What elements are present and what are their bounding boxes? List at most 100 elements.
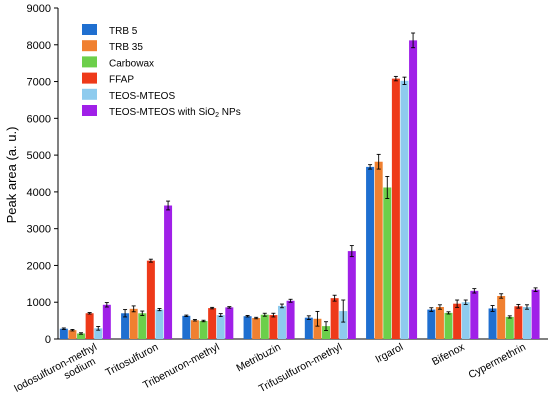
error-bar [324,321,329,331]
error-bar [166,200,171,211]
x-tick-label: Metribuzin [234,341,283,374]
legend-label: TEOS-MTEOS with SiO2 NPs [109,107,241,119]
error-bar [411,32,416,49]
y-tick-label: 2000 [27,260,51,272]
error-bar [227,306,232,309]
bar [400,80,409,339]
error-bar [463,299,468,305]
error-bar [472,288,477,294]
error-bar [140,310,145,316]
bars [59,40,540,340]
error-bar [184,314,189,318]
error-bar [192,319,197,322]
legend-label: Carbowax [109,58,154,69]
error-bar [516,303,521,309]
y-tick-label: 5000 [27,150,51,162]
y-tick-label: 9000 [27,3,51,15]
legend-swatch [82,40,97,52]
error-bar [79,332,84,335]
bar [85,313,94,339]
bar [427,309,436,339]
bar [330,298,339,339]
legend: TRB 5 TRB 35 Carbowax FFAP TEOS-MTEOS TEOS-MT… [82,24,241,119]
error-bar [332,294,337,302]
error-bar [437,304,442,310]
error-bar [533,287,538,293]
error-bar [245,315,250,318]
y-axis-label: Peak area (a. u.) [4,127,19,224]
bar [252,318,261,339]
bar [313,318,322,339]
bar [286,300,295,339]
bar [505,316,514,339]
error-bar [349,245,354,258]
error-bar [61,327,66,330]
bar [497,295,506,339]
x-tick-label: Cypermethrin [466,341,527,381]
legend-item: TEOS-MTEOS with SiO2 NPs [82,105,241,119]
error-bar [87,312,92,315]
error-bar [507,315,512,319]
bar [190,320,199,339]
bar [391,78,400,340]
legend-swatch [82,24,97,35]
bar [409,40,418,340]
bar [164,205,173,339]
error-bar [393,75,398,82]
legend-swatch [82,105,97,116]
error-bar [341,299,346,323]
y-tick-label: 0 [45,334,51,346]
error-bar [148,258,153,263]
error-bar [70,328,75,332]
error-bar [446,311,451,315]
bar [155,309,164,339]
legend-swatch [82,88,97,100]
bar [138,313,147,339]
error-bar [262,312,267,317]
error-bar [254,316,259,320]
legend-item: TEOS-MTEOS [82,88,175,102]
bar [94,328,103,339]
y-tick-label: 3000 [27,224,51,236]
bar [522,307,531,339]
bar [121,313,130,339]
bar [304,317,313,339]
error-bar [429,307,434,312]
bar [243,316,252,339]
error-bar [376,153,381,170]
bar [216,315,225,339]
bar [277,305,286,339]
bar [383,187,392,339]
bar [453,303,462,339]
legend-item: Carbowax [82,56,154,69]
bar [322,326,331,339]
y-tick-label: 4000 [27,187,51,199]
error-bar [271,312,276,318]
legend-item: TRB 5 [82,24,138,37]
bar [260,314,269,339]
error-bar [157,308,162,312]
legend-swatch [82,72,97,84]
error-bar [210,306,215,310]
bar [269,315,278,339]
x-tick-label: Iodosulfuron-methylsodium [12,341,105,405]
bar [102,304,111,339]
bar [444,312,453,339]
bar [374,161,383,339]
error-bar [131,305,136,313]
error-bar [306,315,311,320]
bar [470,290,479,339]
x-tick-label: Bifenox [430,341,467,368]
error-bar [201,319,206,323]
bar [514,306,523,339]
bar [77,333,86,339]
error-bar [218,313,223,318]
y-tick-label: 8000 [27,40,51,52]
bar [461,302,470,339]
bar [68,330,77,339]
legend-item: FFAP [82,72,134,86]
legend-label: TEOS-MTEOS [109,91,175,102]
legend-item: TRB 35 [82,40,143,53]
error-bar [499,293,504,299]
